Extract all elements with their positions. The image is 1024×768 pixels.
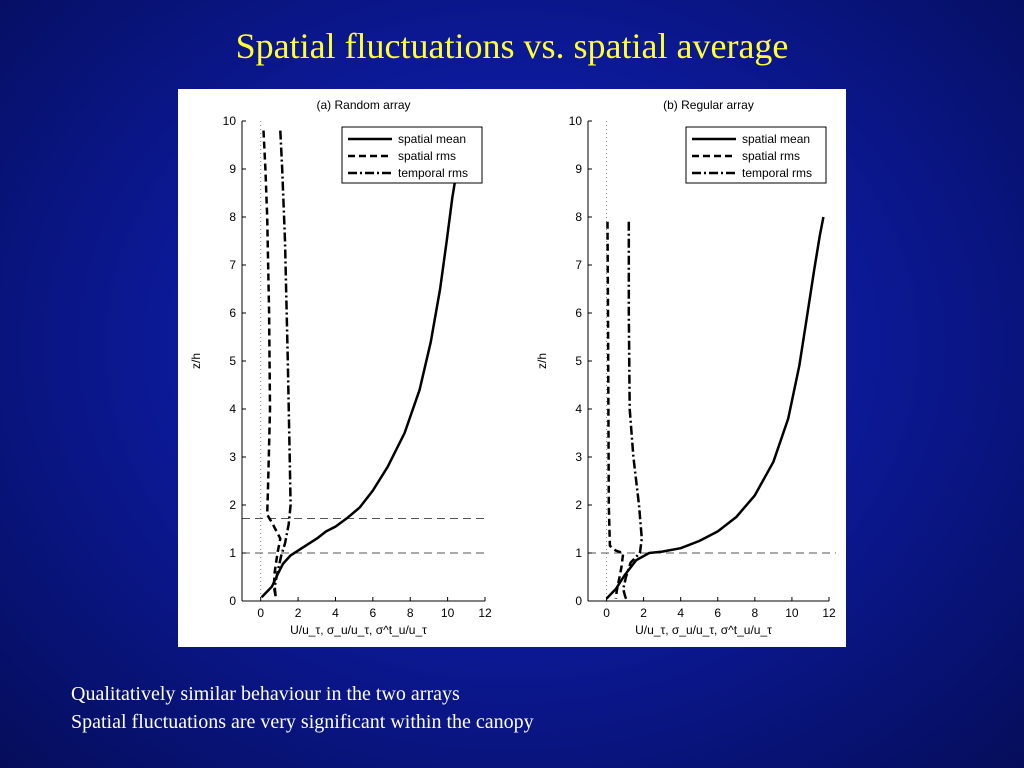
chart-b-x-tick-label: 10 <box>785 606 799 620</box>
chart-b-legend-label: temporal rms <box>742 166 812 180</box>
chart-b-x-tick-label: 0 <box>603 606 610 620</box>
chart-b-series-temporal-rms <box>621 221 644 602</box>
chart-b-series-spatial-mean <box>605 216 825 600</box>
caption: Qualitatively similar behaviour in the t… <box>71 680 534 736</box>
chart-a-y-tick-label: 6 <box>229 306 236 320</box>
chart-b-y-tick-label: 2 <box>575 498 582 512</box>
chart-b-y-tick-label: 3 <box>575 450 582 464</box>
chart-a-legend-label: spatial mean <box>398 132 466 146</box>
chart-a-y-tick-label: 7 <box>229 258 236 272</box>
chart-b-y-tick-label: 1 <box>575 546 582 560</box>
chart-b-y-tick-label: 5 <box>575 354 582 368</box>
chart-a-title: (a) Random array <box>316 98 410 112</box>
chart-a-y-tick-label: 0 <box>229 594 236 608</box>
chart-a-y-tick-label: 2 <box>229 498 236 512</box>
chart-a-series-temporal-rms <box>273 130 292 597</box>
chart-b-y-tick-label: 9 <box>575 162 582 176</box>
chart-a-x-axis-label: U/u_τ, σ_u/u_τ, σ^t_u/u_τ <box>290 623 427 637</box>
caption-line-1: Qualitatively similar behaviour in the t… <box>71 683 460 705</box>
chart-a-legend-label: temporal rms <box>398 166 468 180</box>
chart-a-x-tick-label: 6 <box>370 606 377 620</box>
chart-a-y-tick-label: 1 <box>229 546 236 560</box>
chart-b-y-tick-label: 4 <box>575 402 582 416</box>
chart-a-x-tick-label: 10 <box>441 606 455 620</box>
chart-a-y-tick-label: 5 <box>229 354 236 368</box>
caption-line-2: Spatial fluctuations are very significan… <box>71 711 534 733</box>
chart-b-x-tick-label: 2 <box>640 606 647 620</box>
chart-a-x-tick-label: 0 <box>257 606 264 620</box>
chart-a-y-tick-label: 3 <box>229 450 236 464</box>
chart-b-y-tick-label: 7 <box>575 258 582 272</box>
chart-a-y-tick-label: 10 <box>223 114 237 128</box>
chart-b-y-tick-label: 10 <box>569 114 583 128</box>
chart-a-y-tick-label: 4 <box>229 402 236 416</box>
chart-b-x-tick-label: 4 <box>677 606 684 620</box>
chart-b-series-spatial-rms <box>606 221 625 599</box>
chart-b-x-tick-label: 8 <box>752 606 759 620</box>
chart-a-x-tick-label: 4 <box>332 606 339 620</box>
slide-title: Spatial fluctuations vs. spatial average <box>235 26 789 66</box>
chart-a-y-tick-label: 8 <box>229 210 236 224</box>
chart-b-title: (b) Regular array <box>663 98 754 112</box>
chart-a-x-tick-label: 8 <box>407 606 414 620</box>
chart-b-y-axis-label: z/h <box>535 353 549 369</box>
chart-b-x-tick-label: 6 <box>714 606 721 620</box>
chart-b-x-axis-label: U/u_τ, σ_u/u_τ, σ^t_u/u_τ <box>635 623 772 637</box>
chart-a-y-tick-label: 9 <box>229 162 236 176</box>
chart-a-y-axis-label: z/h <box>189 353 203 369</box>
chart-a-legend-label: spatial rms <box>398 149 456 163</box>
chart-b-legend-label: spatial mean <box>742 132 810 146</box>
figure-panel: (a) Random array 0 1 2 3 4 5 6 7 8 9 10 0 2 4 6 8 10 12 z/h… <box>178 89 846 647</box>
chart-a-series-spatial-rms <box>262 130 282 597</box>
chart-b-y-tick-label: 8 <box>575 210 582 224</box>
chart-b-y-tick-label: 6 <box>575 306 582 320</box>
chart-a-series-spatial-mean <box>260 168 459 599</box>
chart-b-y-tick-label: 0 <box>575 594 582 608</box>
chart-b-legend-label: spatial rms <box>742 149 800 163</box>
chart-a-x-tick-label: 12 <box>478 606 492 620</box>
chart-a-x-tick-label: 2 <box>295 606 302 620</box>
chart-b-x-tick-label: 12 <box>822 606 836 620</box>
